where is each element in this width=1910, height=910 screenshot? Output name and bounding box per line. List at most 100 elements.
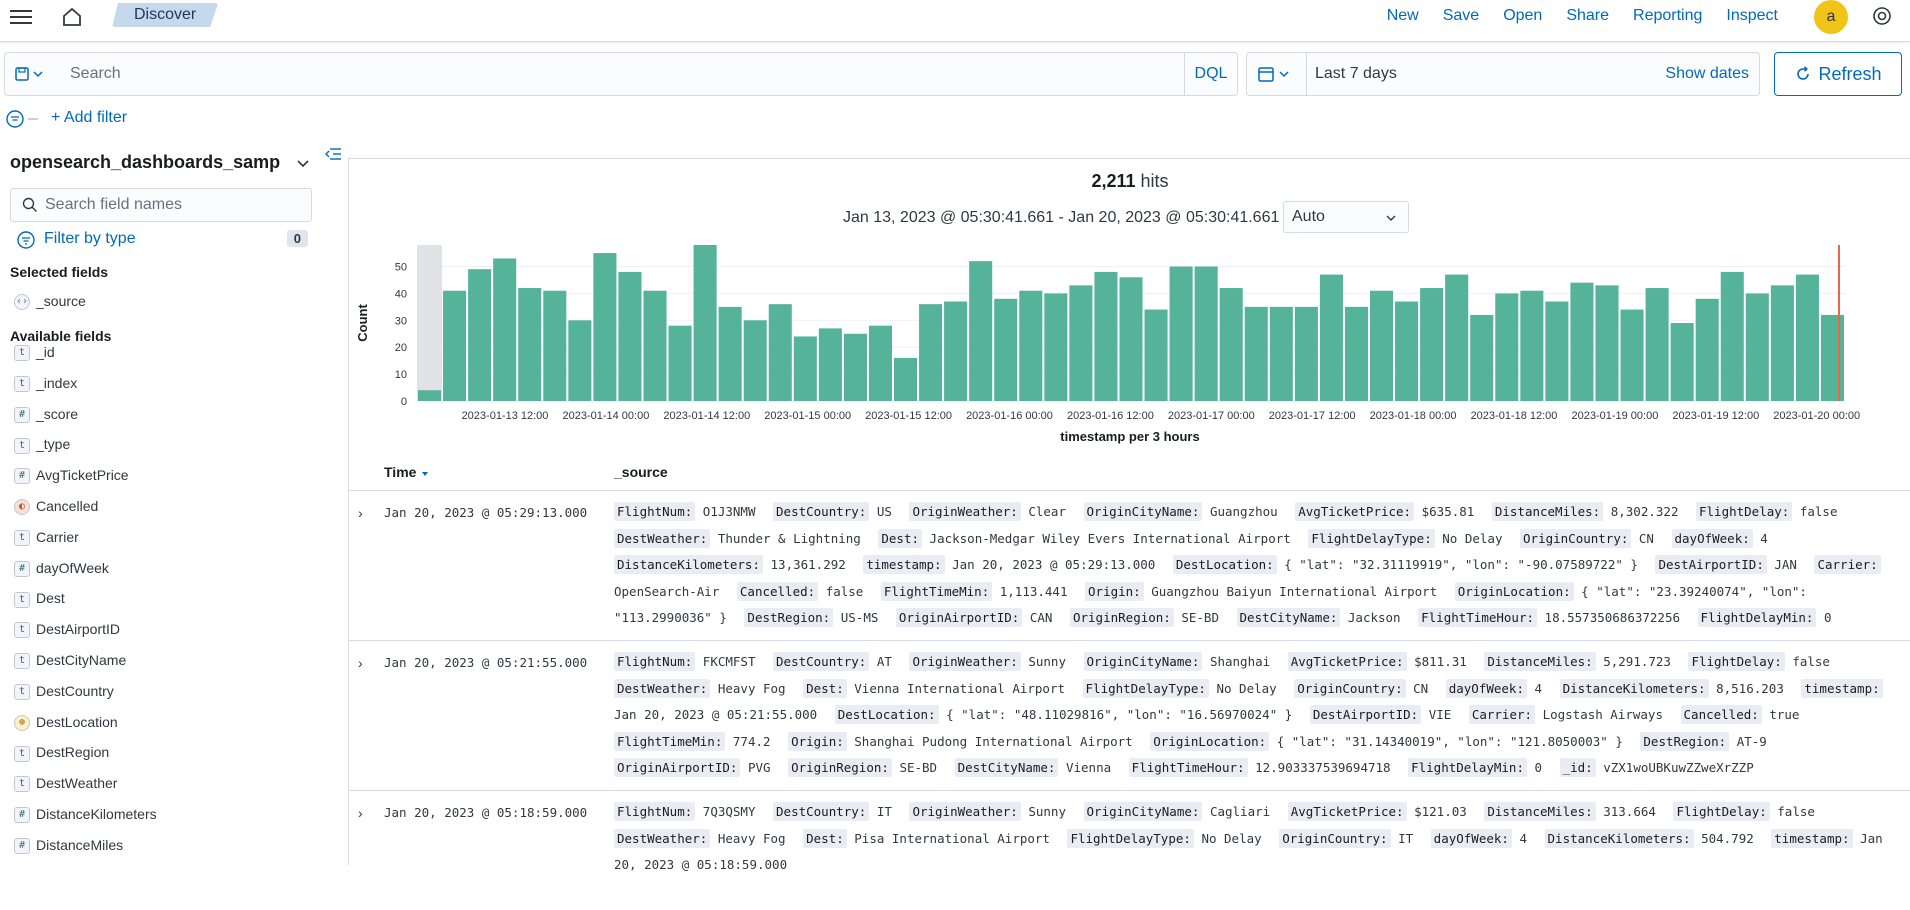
top-link-reporting[interactable]: Reporting <box>1633 7 1703 24</box>
histogram-bar[interactable] <box>1395 301 1419 401</box>
histogram-bar[interactable] <box>1745 293 1769 401</box>
histogram-bar[interactable] <box>1244 306 1268 401</box>
histogram-bar[interactable] <box>1119 277 1143 401</box>
user-avatar[interactable]: a <box>1814 0 1848 34</box>
date-quick-select[interactable] <box>1246 52 1306 96</box>
home-icon[interactable] <box>60 6 84 28</box>
histogram-bar[interactable] <box>1495 293 1519 401</box>
field-item[interactable]: ◐ Cancelled <box>14 498 314 520</box>
histogram-bar[interactable] <box>693 245 717 401</box>
menu-icon[interactable] <box>10 6 32 28</box>
col-header-time[interactable]: Time <box>384 464 430 480</box>
saved-query-button[interactable] <box>4 52 60 96</box>
add-filter-button[interactable]: + Add filter <box>51 109 128 126</box>
histogram-bar[interactable] <box>894 357 918 401</box>
histogram-bar[interactable] <box>1770 285 1794 401</box>
histogram-bar[interactable] <box>1219 288 1243 401</box>
histogram-bar[interactable] <box>1445 274 1469 401</box>
histogram-bar[interactable] <box>1169 266 1193 401</box>
field-item[interactable]: # DistanceMiles <box>14 837 314 859</box>
histogram-bar[interactable] <box>718 306 742 401</box>
expand-row-icon[interactable]: › <box>358 505 363 521</box>
collapse-sidebar-icon[interactable] <box>324 146 342 162</box>
expand-row-icon[interactable]: › <box>358 655 363 671</box>
sort-down-icon[interactable] <box>420 468 430 478</box>
field-item[interactable]: # AvgTicketPrice <box>14 467 314 489</box>
field-item[interactable]: t Dest <box>14 590 314 612</box>
field-item[interactable]: t _type <box>14 436 314 458</box>
date-range-display[interactable]: Last 7 days Show dates <box>1306 52 1760 96</box>
histogram-bar[interactable] <box>1044 293 1068 401</box>
histogram-bar[interactable] <box>843 333 867 401</box>
histogram-bar[interactable] <box>593 253 617 401</box>
histogram-bar[interactable] <box>1019 290 1043 401</box>
help-icon[interactable] <box>1872 6 1892 26</box>
histogram-bar[interactable] <box>543 290 567 401</box>
top-link-open[interactable]: Open <box>1503 7 1543 24</box>
field-item[interactable]: # DistanceKilometers <box>14 806 314 828</box>
chevron-down-icon[interactable] <box>295 156 311 172</box>
query-language-button[interactable]: DQL <box>1184 52 1238 96</box>
histogram-bar[interactable] <box>1820 314 1844 401</box>
filter-options-icon[interactable] <box>4 106 44 132</box>
histogram-bar[interactable] <box>1670 323 1694 401</box>
field-item[interactable]: ‹› _source <box>14 293 314 315</box>
show-dates-link[interactable]: Show dates <box>1665 65 1749 82</box>
histogram-bar[interactable] <box>1620 309 1644 401</box>
histogram-bar[interactable] <box>493 258 517 401</box>
histogram-bar[interactable] <box>1370 290 1394 401</box>
field-item[interactable]: t _index <box>14 375 314 397</box>
top-link-save[interactable]: Save <box>1442 7 1480 24</box>
search-input[interactable] <box>60 52 1184 96</box>
field-item[interactable]: ⊕ DestLocation <box>14 714 314 736</box>
histogram-bar[interactable] <box>1595 285 1619 401</box>
field-item[interactable]: t _id <box>14 344 314 366</box>
histogram-bar[interactable] <box>1094 271 1118 401</box>
histogram-bar[interactable] <box>768 304 792 401</box>
histogram-bar[interactable] <box>1545 301 1569 401</box>
top-link-new[interactable]: New <box>1386 7 1419 24</box>
histogram-bar[interactable] <box>1344 306 1368 401</box>
histogram-bar[interactable] <box>1570 282 1594 401</box>
histogram-bar[interactable] <box>1269 306 1293 401</box>
histogram-bar[interactable] <box>1520 290 1544 401</box>
histogram-bar[interactable] <box>1470 314 1494 401</box>
index-pattern-selector[interactable]: opensearch_dashboards_samp... <box>10 152 280 172</box>
histogram-bar[interactable] <box>994 298 1018 401</box>
refresh-button[interactable]: Refresh <box>1774 52 1902 96</box>
field-item[interactable]: t DestWeather <box>14 775 314 797</box>
histogram-bar[interactable] <box>1645 288 1669 401</box>
histogram-bar[interactable] <box>668 325 692 401</box>
field-item[interactable]: # dayOfWeek <box>14 560 314 582</box>
field-item[interactable]: t DestRegion <box>14 744 314 766</box>
histogram-chart[interactable]: 0 10 20 30 40 50 2023-01-13 12:00 2023-01-14 00… <box>349 239 1910 459</box>
histogram-bar[interactable] <box>1695 298 1719 401</box>
field-item[interactable]: # _score <box>14 406 314 428</box>
field-item[interactable]: t DestCountry <box>14 683 314 705</box>
field-item[interactable]: t DestCityName <box>14 652 314 674</box>
field-search-input[interactable] <box>10 188 312 222</box>
histogram-bar[interactable] <box>1720 271 1744 401</box>
histogram-bar[interactable] <box>1194 266 1218 401</box>
field-item[interactable]: t Carrier <box>14 529 314 551</box>
histogram-bar[interactable] <box>919 304 943 401</box>
top-link-inspect[interactable]: Inspect <box>1726 7 1778 24</box>
histogram-bar[interactable] <box>743 320 767 401</box>
histogram-bar[interactable] <box>518 288 542 401</box>
histogram-bar[interactable] <box>1795 274 1819 401</box>
histogram-bar[interactable] <box>1319 274 1343 401</box>
histogram-bar[interactable] <box>443 290 467 401</box>
histogram-bar[interactable] <box>1420 288 1444 401</box>
expand-row-icon[interactable]: › <box>358 805 363 821</box>
histogram-bar[interactable] <box>1294 306 1318 401</box>
histogram-bar[interactable] <box>1144 309 1168 401</box>
filter-by-type-button[interactable]: Filter by type 0 <box>10 226 312 254</box>
histogram-bar[interactable] <box>818 328 842 401</box>
histogram-bar[interactable] <box>418 390 442 401</box>
histogram-bar[interactable] <box>969 261 993 401</box>
field-item[interactable]: t DestAirportID <box>14 621 314 643</box>
histogram-bar[interactable] <box>793 336 817 401</box>
histogram-bar[interactable] <box>868 325 892 401</box>
histogram-bar[interactable] <box>618 271 642 401</box>
histogram-bar[interactable] <box>1069 285 1093 401</box>
